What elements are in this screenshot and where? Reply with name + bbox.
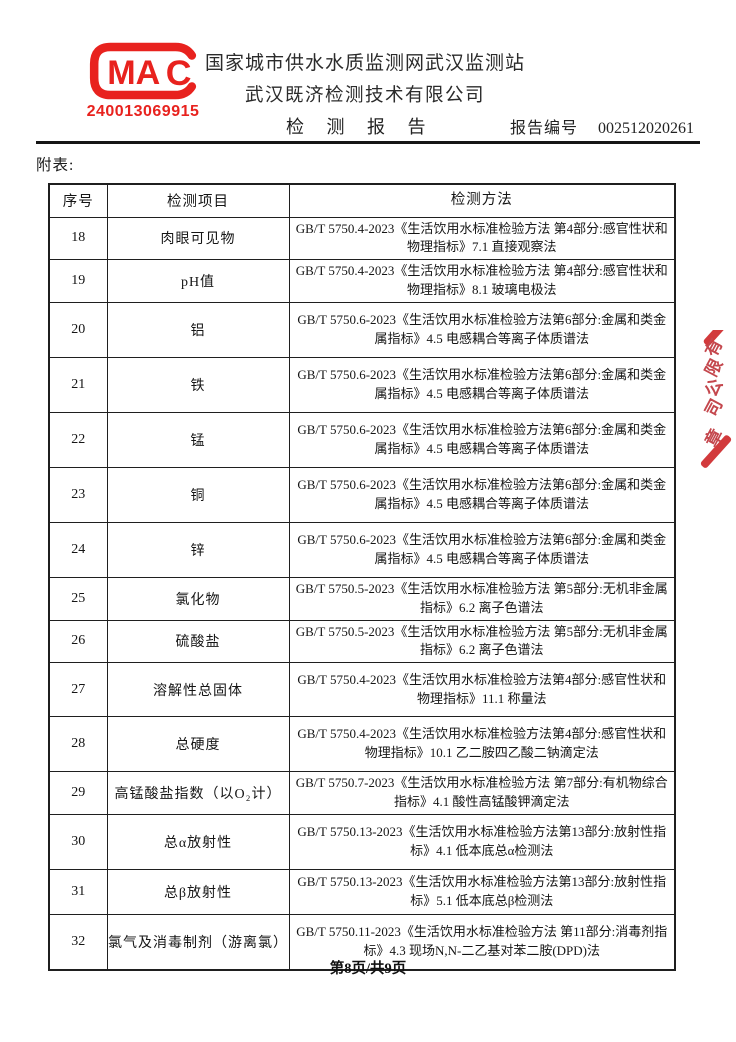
cell-method: GB/T 5750.4-2023《生活饮用水标准检验方法第4部分:感官性状和物理… xyxy=(288,662,676,718)
cell-method: GB/T 5750.6-2023《生活饮用水标准检验方法第6部分:金属和类金属指… xyxy=(288,466,676,523)
cell-method: GB/T 5750.4-2023《生活饮用水标准检验方法 第4部分:感官性状和物… xyxy=(288,259,676,303)
cell-method: GB/T 5750.13-2023《生活饮用水标准检验方法第13部分:放射性指标… xyxy=(288,869,676,916)
seal-char: 限 xyxy=(701,355,726,380)
company-seal-stamp: 有限公司章 xyxy=(692,330,736,480)
cell-item: 氯气及消毒制剂（游离氯） xyxy=(106,914,290,971)
seal-text: 有限公司章 xyxy=(692,335,736,450)
seal-char: 公 xyxy=(701,375,726,400)
cell-no: 32 xyxy=(48,914,108,971)
table-row: 18 肉眼可见物 GB/T 5750.4-2023《生活饮用水标准检验方法 第4… xyxy=(48,216,676,261)
seal-arc-bottom xyxy=(699,434,733,470)
cell-method: GB/T 5750.6-2023《生活饮用水标准检验方法第6部分:金属和类金属指… xyxy=(288,301,676,358)
seal-char: 有 xyxy=(701,335,726,360)
cell-method: GB/T 5750.6-2023《生活饮用水标准检验方法第6部分:金属和类金属指… xyxy=(288,521,676,578)
cell-no: 26 xyxy=(48,619,108,664)
report-number-value: 002512020261 xyxy=(598,120,694,137)
cell-item: 总α放射性 xyxy=(106,814,290,871)
table-row: 28 总硬度 GB/T 5750.4-2023《生活饮用水标准检验方法第4部分:… xyxy=(48,716,676,773)
cell-method: GB/T 5750.7-2023《生活饮用水标准检验方法 第7部分:有机物综合指… xyxy=(288,771,676,816)
seal-char: 章 xyxy=(701,426,726,450)
org-name-line1: 国家城市供水水质监测网武汉监测站 xyxy=(204,53,525,74)
table-row: 23 铜 GB/T 5750.6-2023《生活饮用水标准检验方法第6部分:金属… xyxy=(48,466,676,523)
cell-no: 31 xyxy=(48,869,108,916)
table-row: 20 铝 GB/T 5750.6-2023《生活饮用水标准检验方法第6部分:金属… xyxy=(48,301,676,358)
table-row: 29 高锰酸盐指数（以O₂计） GB/T 5750.7-2023《生活饮用水标准… xyxy=(48,771,676,816)
cell-no: 24 xyxy=(48,521,108,578)
cell-no: 29 xyxy=(48,771,108,816)
table-row: 21 铁 GB/T 5750.6-2023《生活饮用水标准检验方法第6部分:金属… xyxy=(48,356,676,413)
cell-no: 20 xyxy=(48,301,108,358)
cell-method: GB/T 5750.5-2023《生活饮用水标准检验方法 第5部分:无机非金属指… xyxy=(288,619,676,664)
cma-block: MA C 240013069915 xyxy=(68,40,218,121)
cell-method: GB/T 5750.4-2023《生活饮用水标准检验方法 第4部分:感官性状和物… xyxy=(288,216,676,261)
table-row: 24 锌 GB/T 5750.6-2023《生活饮用水标准检验方法第6部分:金属… xyxy=(48,521,676,578)
seal-char: 司 xyxy=(701,395,726,420)
table-header: 序号 检测项目 检测方法 xyxy=(48,183,676,218)
appendix-label: 附表: xyxy=(36,157,75,174)
cma-logo-icon: MA C xyxy=(89,42,197,100)
cell-method: GB/T 5750.4-2023《生活饮用水标准检验方法第4部分:感官性状和物理… xyxy=(288,716,676,773)
cell-no: 27 xyxy=(48,662,108,718)
page-number: 第8页/共9页 xyxy=(329,961,407,977)
column-header-no: 序号 xyxy=(48,183,108,218)
report-number-label: 报告编号 xyxy=(509,120,578,137)
table-row: 31 总β放射性 GB/T 5750.13-2023《生活饮用水标准检验方法第1… xyxy=(48,869,676,916)
cell-item: pH值 xyxy=(106,259,290,303)
cell-item: 总硬度 xyxy=(106,716,290,773)
cell-item: 铁 xyxy=(106,356,290,413)
column-header-method: 检测方法 xyxy=(288,183,676,218)
cell-no: 19 xyxy=(48,259,108,303)
cell-item: 肉眼可见物 xyxy=(106,216,290,261)
cell-item: 硫酸盐 xyxy=(106,619,290,664)
cell-no: 22 xyxy=(48,411,108,468)
table-row: 27 溶解性总固体 GB/T 5750.4-2023《生活饮用水标准检验方法第4… xyxy=(48,662,676,718)
table-row: 25 氯化物 GB/T 5750.5-2023《生活饮用水标准检验方法 第5部分… xyxy=(48,576,676,621)
cell-method: GB/T 5750.13-2023《生活饮用水标准检验方法第13部分:放射性指标… xyxy=(288,814,676,871)
cell-item: 锰 xyxy=(106,411,290,468)
table-row: 30 总α放射性 GB/T 5750.13-2023《生活饮用水标准检验方法第1… xyxy=(48,814,676,871)
cell-no: 28 xyxy=(48,716,108,773)
header-divider xyxy=(36,141,700,144)
report-number-wrap: 报告编号 002512020261 xyxy=(510,114,694,138)
report-title-line: 检 测 报 告 报告编号 002512020261 xyxy=(36,113,700,139)
table-header-row: 序号 检测项目 检测方法 xyxy=(48,183,676,218)
cell-method: GB/T 5750.11-2023《生活饮用水标准检验方法 第11部分:消毒剂指… xyxy=(288,914,676,971)
cell-no: 18 xyxy=(48,216,108,261)
cell-no: 23 xyxy=(48,466,108,523)
cell-item: 铜 xyxy=(106,466,290,523)
report-title: 检 测 报 告 xyxy=(286,117,435,137)
test-method-table: 序号 检测项目 检测方法 18 肉眼可见物 GB/T 5750.4-2023《生… xyxy=(48,183,676,971)
cell-method: GB/T 5750.5-2023《生活饮用水标准检验方法 第5部分:无机非金属指… xyxy=(288,576,676,621)
cma-ma-text: MA xyxy=(107,54,160,92)
cell-item: 总β放射性 xyxy=(106,869,290,916)
cell-item: 氯化物 xyxy=(106,576,290,621)
cell-item: 溶解性总固体 xyxy=(106,662,290,718)
org-block: 国家城市供水水质监测网武汉监测站 武汉既济检测技术有限公司 xyxy=(185,48,545,107)
cell-item: 铝 xyxy=(106,301,290,358)
cell-item: 锌 xyxy=(106,521,290,578)
cma-c-text: C xyxy=(166,53,192,93)
column-header-item: 检测项目 xyxy=(106,183,290,218)
cell-method: GB/T 5750.6-2023《生活饮用水标准检验方法第6部分:金属和类金属指… xyxy=(288,356,676,413)
seal-arc-top xyxy=(702,330,736,347)
cell-method: GB/T 5750.6-2023《生活饮用水标准检验方法第6部分:金属和类金属指… xyxy=(288,411,676,468)
table-body: 18 肉眼可见物 GB/T 5750.4-2023《生活饮用水标准检验方法 第4… xyxy=(48,216,676,971)
table-row: 26 硫酸盐 GB/T 5750.5-2023《生活饮用水标准检验方法 第5部分… xyxy=(48,619,676,664)
table-row: 19 pH值 GB/T 5750.4-2023《生活饮用水标准检验方法 第4部分… xyxy=(48,259,676,303)
cell-item: 高锰酸盐指数（以O₂计） xyxy=(106,771,290,816)
cell-no: 30 xyxy=(48,814,108,871)
table-row: 32 氯气及消毒制剂（游离氯） GB/T 5750.11-2023《生活饮用水标… xyxy=(48,914,676,971)
cma-cert-number: 240013069915 xyxy=(86,103,200,120)
org-name-line2: 武汉既济检测技术有限公司 xyxy=(244,86,485,106)
table-row: 22 锰 GB/T 5750.6-2023《生活饮用水标准检验方法第6部分:金属… xyxy=(48,411,676,468)
cell-no: 21 xyxy=(48,356,108,413)
cell-no: 25 xyxy=(48,576,108,621)
